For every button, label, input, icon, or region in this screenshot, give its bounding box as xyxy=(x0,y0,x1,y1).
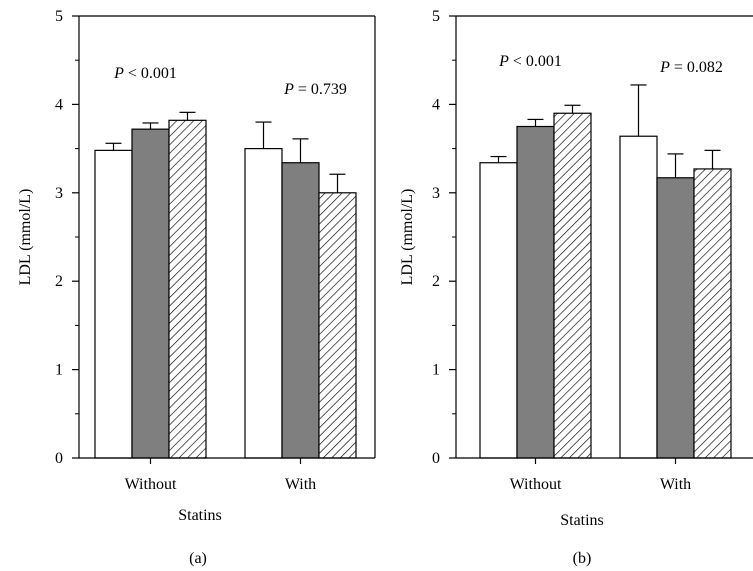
p-symbol: P xyxy=(659,59,670,76)
bar-white-1 xyxy=(244,148,283,459)
y-tick-label: 1 xyxy=(55,362,63,379)
y-axis-label: LDL (mmol/L) xyxy=(399,189,416,286)
panel-caption: (a) xyxy=(189,550,207,567)
p-symbol: P xyxy=(113,65,124,82)
bar-gray-1 xyxy=(281,162,320,459)
y-tick-label: 4 xyxy=(432,96,440,113)
p-value-annotation-0: P < 0.001 xyxy=(113,65,177,82)
bar-hatched-1 xyxy=(693,168,732,459)
p-value-annotation-1: P = 0.739 xyxy=(283,81,347,98)
bar-gray-0 xyxy=(516,125,555,459)
bar-white-0 xyxy=(94,149,133,459)
x-axis-label: Statins xyxy=(178,507,222,524)
y-tick-label: 5 xyxy=(432,8,440,25)
y-tick-label: 2 xyxy=(432,273,440,290)
bar-hatched-0 xyxy=(168,119,207,459)
bar-hatched-0 xyxy=(553,112,592,459)
y-tick-label: 0 xyxy=(55,450,63,467)
x-tick-label-with: With xyxy=(285,476,316,493)
x-tick-label-with: With xyxy=(660,476,691,493)
panel-caption: (b) xyxy=(573,550,592,567)
y-tick-label: 0 xyxy=(432,450,440,467)
bar-white-1 xyxy=(619,135,658,459)
panel-b: 0 1 2 3 4 5 Without With Statins LDL (mmol/L) (b) P… xyxy=(399,8,753,567)
p-value-text: < 0.001 xyxy=(509,53,562,70)
p-value-text: < 0.001 xyxy=(124,65,177,82)
bar-gray-1 xyxy=(656,177,695,459)
x-axis-label: Statins xyxy=(560,512,604,529)
p-value-annotation-1: P = 0.082 xyxy=(659,59,723,76)
p-value-text: = 0.082 xyxy=(670,59,723,76)
p-value-text: = 0.739 xyxy=(294,81,347,98)
y-tick-label: 3 xyxy=(55,185,63,202)
bar-hatched-1 xyxy=(318,192,357,459)
p-value-annotation-0: P < 0.001 xyxy=(498,53,562,70)
bar-gray-0 xyxy=(131,128,170,459)
x-tick-label-without: Without xyxy=(510,476,562,493)
y-axis-label: LDL (mmol/L) xyxy=(17,189,34,286)
x-tick-label-without: Without xyxy=(125,476,177,493)
panel-a: 0 1 2 3 4 5 Without With Statins LDL (mmol/L) (a) P… xyxy=(17,8,376,567)
p-symbol: P xyxy=(498,53,509,70)
y-tick-label: 1 xyxy=(432,362,440,379)
bar-white-0 xyxy=(479,162,518,459)
p-symbol: P xyxy=(283,81,294,98)
y-tick-label: 5 xyxy=(55,8,63,25)
y-tick-label: 3 xyxy=(432,185,440,202)
y-tick-label: 2 xyxy=(55,273,63,290)
y-tick-label: 4 xyxy=(55,96,63,113)
